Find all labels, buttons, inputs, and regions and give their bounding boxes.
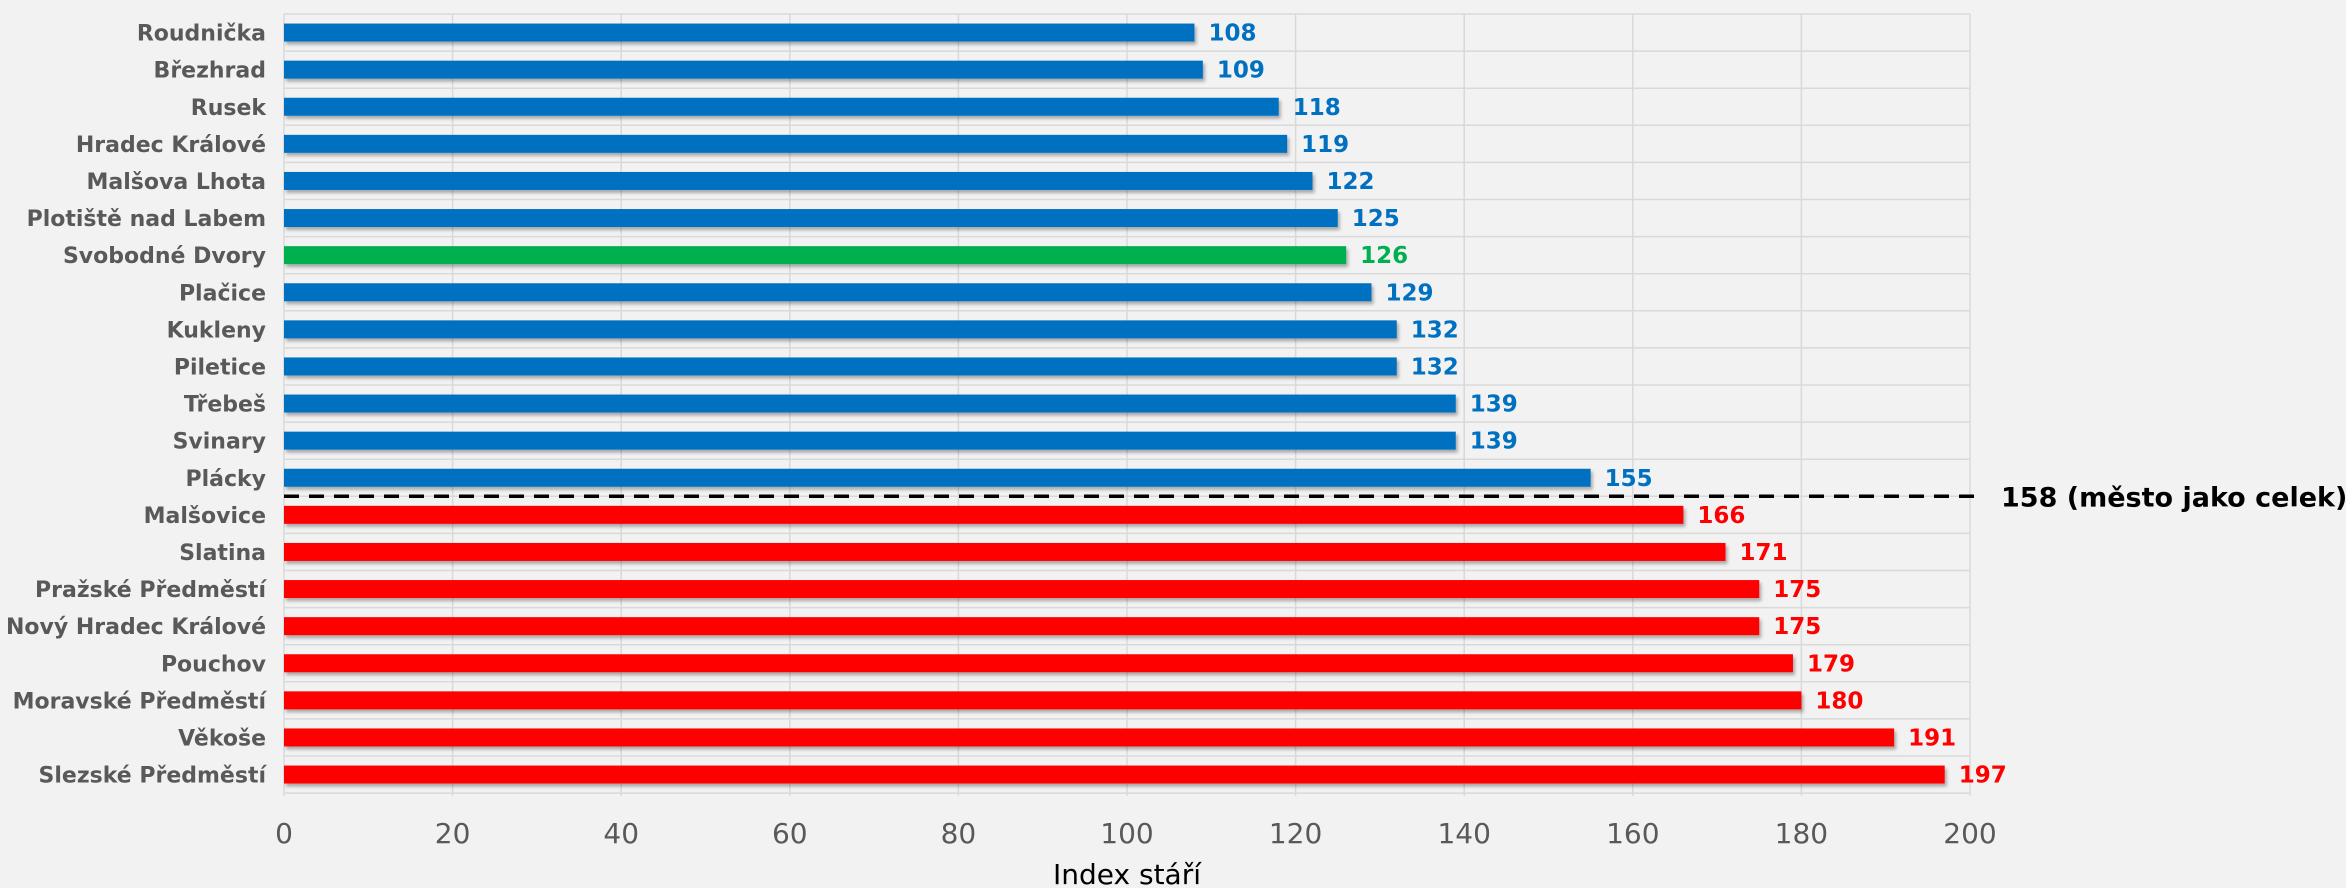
category-label: Plácky xyxy=(185,467,266,492)
value-label: 122 xyxy=(1326,169,1374,195)
bar xyxy=(284,134,1288,153)
category-label: Plačice xyxy=(179,281,266,306)
category-label: Moravské Předměstí xyxy=(13,689,268,714)
reference-line-label: 158 (město jako celek) xyxy=(2001,482,2346,513)
x-tick-label: 60 xyxy=(772,817,808,850)
bar xyxy=(284,580,1760,599)
bar xyxy=(284,691,1802,710)
category-label: Rusek xyxy=(191,96,268,121)
category-label: Pražské Předměstí xyxy=(35,578,267,603)
category-label: Malšovice xyxy=(144,504,266,529)
bars xyxy=(284,23,1945,784)
bar xyxy=(284,209,1338,228)
x-tick-label: 20 xyxy=(435,817,471,850)
category-label: Hradec Králové xyxy=(76,133,266,158)
category-label: Pouchov xyxy=(161,652,267,677)
category-label: Kukleny xyxy=(167,318,266,343)
bar xyxy=(284,728,1895,747)
bar xyxy=(284,505,1684,524)
bar xyxy=(284,246,1347,265)
value-label: 108 xyxy=(1208,21,1256,47)
value-label: 125 xyxy=(1352,206,1400,232)
bar xyxy=(284,23,1195,42)
value-label: 132 xyxy=(1411,354,1459,380)
value-label: 129 xyxy=(1385,280,1433,306)
value-label: 132 xyxy=(1411,317,1459,343)
value-label: 191 xyxy=(1908,725,1956,751)
category-label: Třebeš xyxy=(184,393,266,418)
bar xyxy=(284,97,1279,116)
category-label: Věkoše xyxy=(178,726,266,751)
x-tick-label: 0 xyxy=(275,817,293,850)
category-label: Piletice xyxy=(174,355,266,380)
bar xyxy=(284,431,1456,450)
category-label: Slezské Předměstí xyxy=(39,764,268,789)
category-label: Plotiště nad Labem xyxy=(27,207,266,232)
x-tick-label: 180 xyxy=(1775,817,1828,850)
value-label: 119 xyxy=(1301,132,1349,158)
bar xyxy=(284,654,1793,673)
bar xyxy=(284,542,1726,561)
bar xyxy=(284,765,1945,784)
x-tick-label: 120 xyxy=(1269,817,1322,850)
bar xyxy=(284,283,1372,302)
x-tick-label: 140 xyxy=(1437,817,1490,850)
category-label: Nový Hradec Králové xyxy=(6,615,266,640)
value-label: 166 xyxy=(1697,503,1745,529)
category-label: Březhrad xyxy=(154,59,266,84)
value-label: 118 xyxy=(1293,95,1341,121)
reference-line-group: 158 (město jako celek) xyxy=(284,482,2346,513)
category-label: Roudnička xyxy=(137,22,266,47)
value-label: 175 xyxy=(1773,614,1821,640)
x-axis-title: Index stáří xyxy=(1053,858,1202,888)
x-tick-label: 160 xyxy=(1606,817,1659,850)
x-tick-label: 40 xyxy=(603,817,639,850)
x-tick-label: 100 xyxy=(1100,817,1153,850)
category-label: Slatina xyxy=(179,541,266,566)
value-label: 175 xyxy=(1773,577,1821,603)
x-tick-label: 200 xyxy=(1943,817,1996,850)
value-label: 139 xyxy=(1470,429,1518,455)
bar xyxy=(284,617,1760,636)
category-label: Svinary xyxy=(173,430,266,455)
value-label: 179 xyxy=(1807,651,1855,677)
value-label: 109 xyxy=(1217,58,1265,84)
value-label: 171 xyxy=(1740,540,1788,566)
category-labels: Roudnička Březhrad Rusek Hradec Králové Malš… xyxy=(6,22,267,789)
bar xyxy=(284,357,1397,376)
x-axis-ticks: 0 20 40 60 80 100 120 140 160 180 200 xyxy=(275,817,1997,850)
value-labels: 108 109 118 119 122 125 126 129 132 132 139 139 155 1… xyxy=(1208,21,2006,789)
value-label: 197 xyxy=(1959,763,2007,789)
bar xyxy=(284,60,1203,79)
bar xyxy=(284,468,1591,487)
bar xyxy=(284,171,1313,190)
category-label: Svobodné Dvory xyxy=(63,244,266,269)
bar xyxy=(284,394,1456,413)
bar xyxy=(284,320,1397,339)
x-tick-label: 80 xyxy=(941,817,977,850)
value-label: 180 xyxy=(1815,688,1863,714)
category-label: Malšova Lhota xyxy=(87,170,267,195)
value-label: 139 xyxy=(1470,392,1518,418)
value-label: 126 xyxy=(1360,243,1408,269)
value-label: 155 xyxy=(1605,466,1653,492)
